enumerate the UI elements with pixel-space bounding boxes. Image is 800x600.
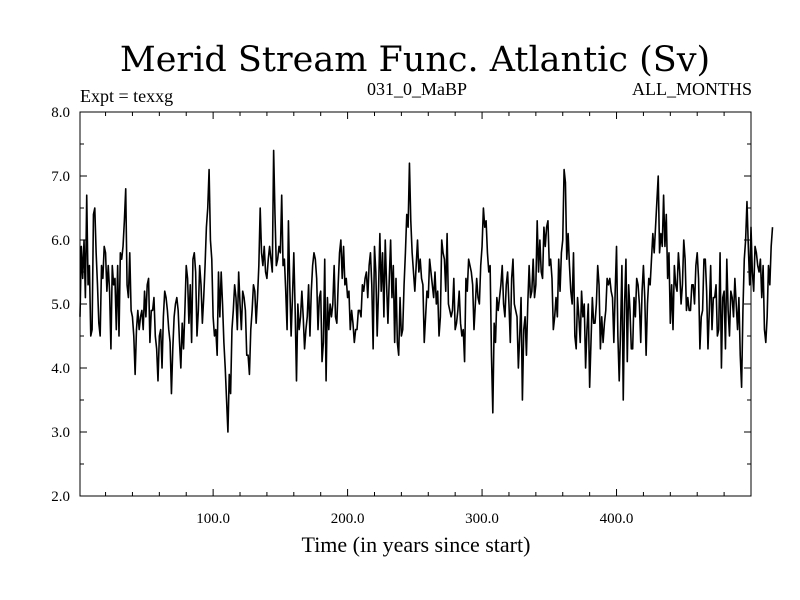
y-tick-labels: 2.0 3.0 4.0 5.0 6.0 7.0 8.0: [51, 105, 70, 505]
y-tick-label: 4.0: [51, 361, 70, 377]
y-tick-label: 8.0: [51, 105, 70, 121]
y-tick-label: 6.0: [51, 233, 70, 249]
y-tick-label: 2.0: [51, 489, 70, 505]
experiment-label: Expt = texxg: [80, 86, 173, 106]
x-tick-label: 300.0: [465, 511, 499, 527]
axis-ticks: [80, 111, 751, 497]
months-label: ALL_MONTHS: [632, 79, 752, 99]
period-label: 031_0_MaBP: [367, 79, 467, 99]
x-tick-label: 200.0: [331, 511, 365, 527]
chart-title: Merid Stream Func. Atlantic (Sv): [120, 40, 710, 80]
y-tick-label: 3.0: [51, 425, 70, 441]
x-tick-label: 400.0: [600, 511, 634, 527]
x-tick-labels: 100.0 200.0 300.0 400.0: [196, 511, 633, 527]
series-line: [79, 149, 774, 433]
plot-frame: [79, 111, 752, 497]
y-tick-label: 5.0: [51, 297, 70, 313]
x-axis-label: Time (in years since start): [302, 532, 531, 557]
y-tick-label: 7.0: [51, 169, 70, 185]
x-tick-label: 100.0: [196, 511, 230, 527]
